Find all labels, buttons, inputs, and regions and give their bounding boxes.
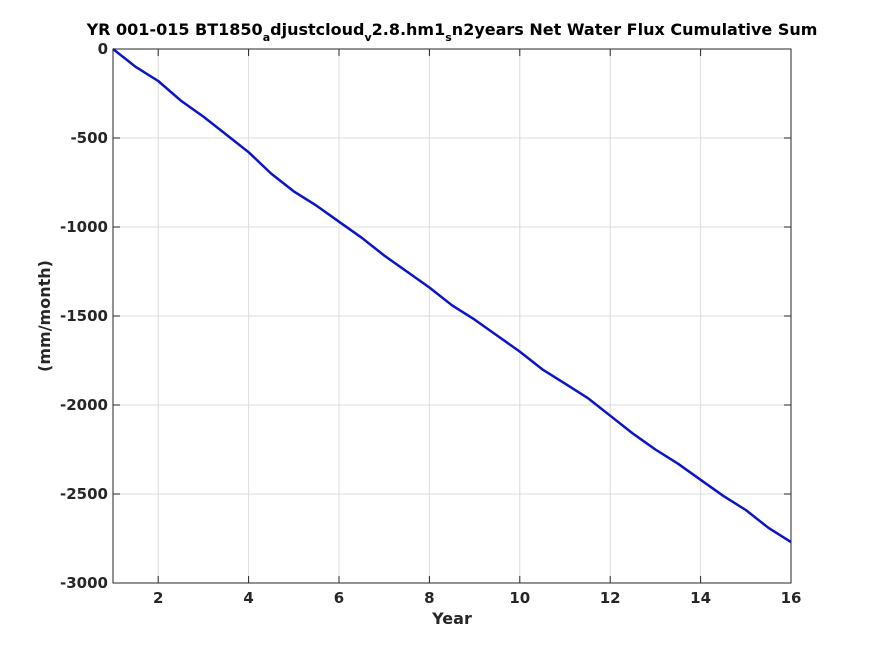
ticks [113,48,792,584]
y-tick-label: -2500 [60,485,108,503]
y-tick-label: -2000 [60,396,108,414]
y-tick-labels: 0 -500 -1000 -1500 -2000 -2500 -3000 [60,40,108,592]
x-tick-label: 2 [153,589,163,607]
x-tick-label: 10 [509,589,530,607]
y-axis-label: (mm/month) [35,260,54,372]
y-tick-label: -1500 [60,307,108,325]
y-tick-label: 0 [98,40,108,58]
x-tick-label: 14 [690,589,711,607]
x-tick-label: 6 [334,589,344,607]
series-layer [112,48,792,544]
x-tick-label: 12 [600,589,621,607]
chart-title: YR 001-015 BT1850adjustcloudv2.8.hm1sn2y… [86,20,818,44]
series-line [112,48,792,544]
x-axis-label: Year [431,609,472,628]
x-tick-labels: 2 4 6 8 10 12 14 16 [153,589,801,607]
y-tick-label: -1000 [60,218,108,236]
grid [113,48,792,584]
y-tick-label: -500 [70,129,108,147]
x-tick-label: 4 [243,589,253,607]
x-tick-label: 8 [424,589,434,607]
y-tick-label: -3000 [60,574,108,592]
x-tick-label: 16 [781,589,802,607]
